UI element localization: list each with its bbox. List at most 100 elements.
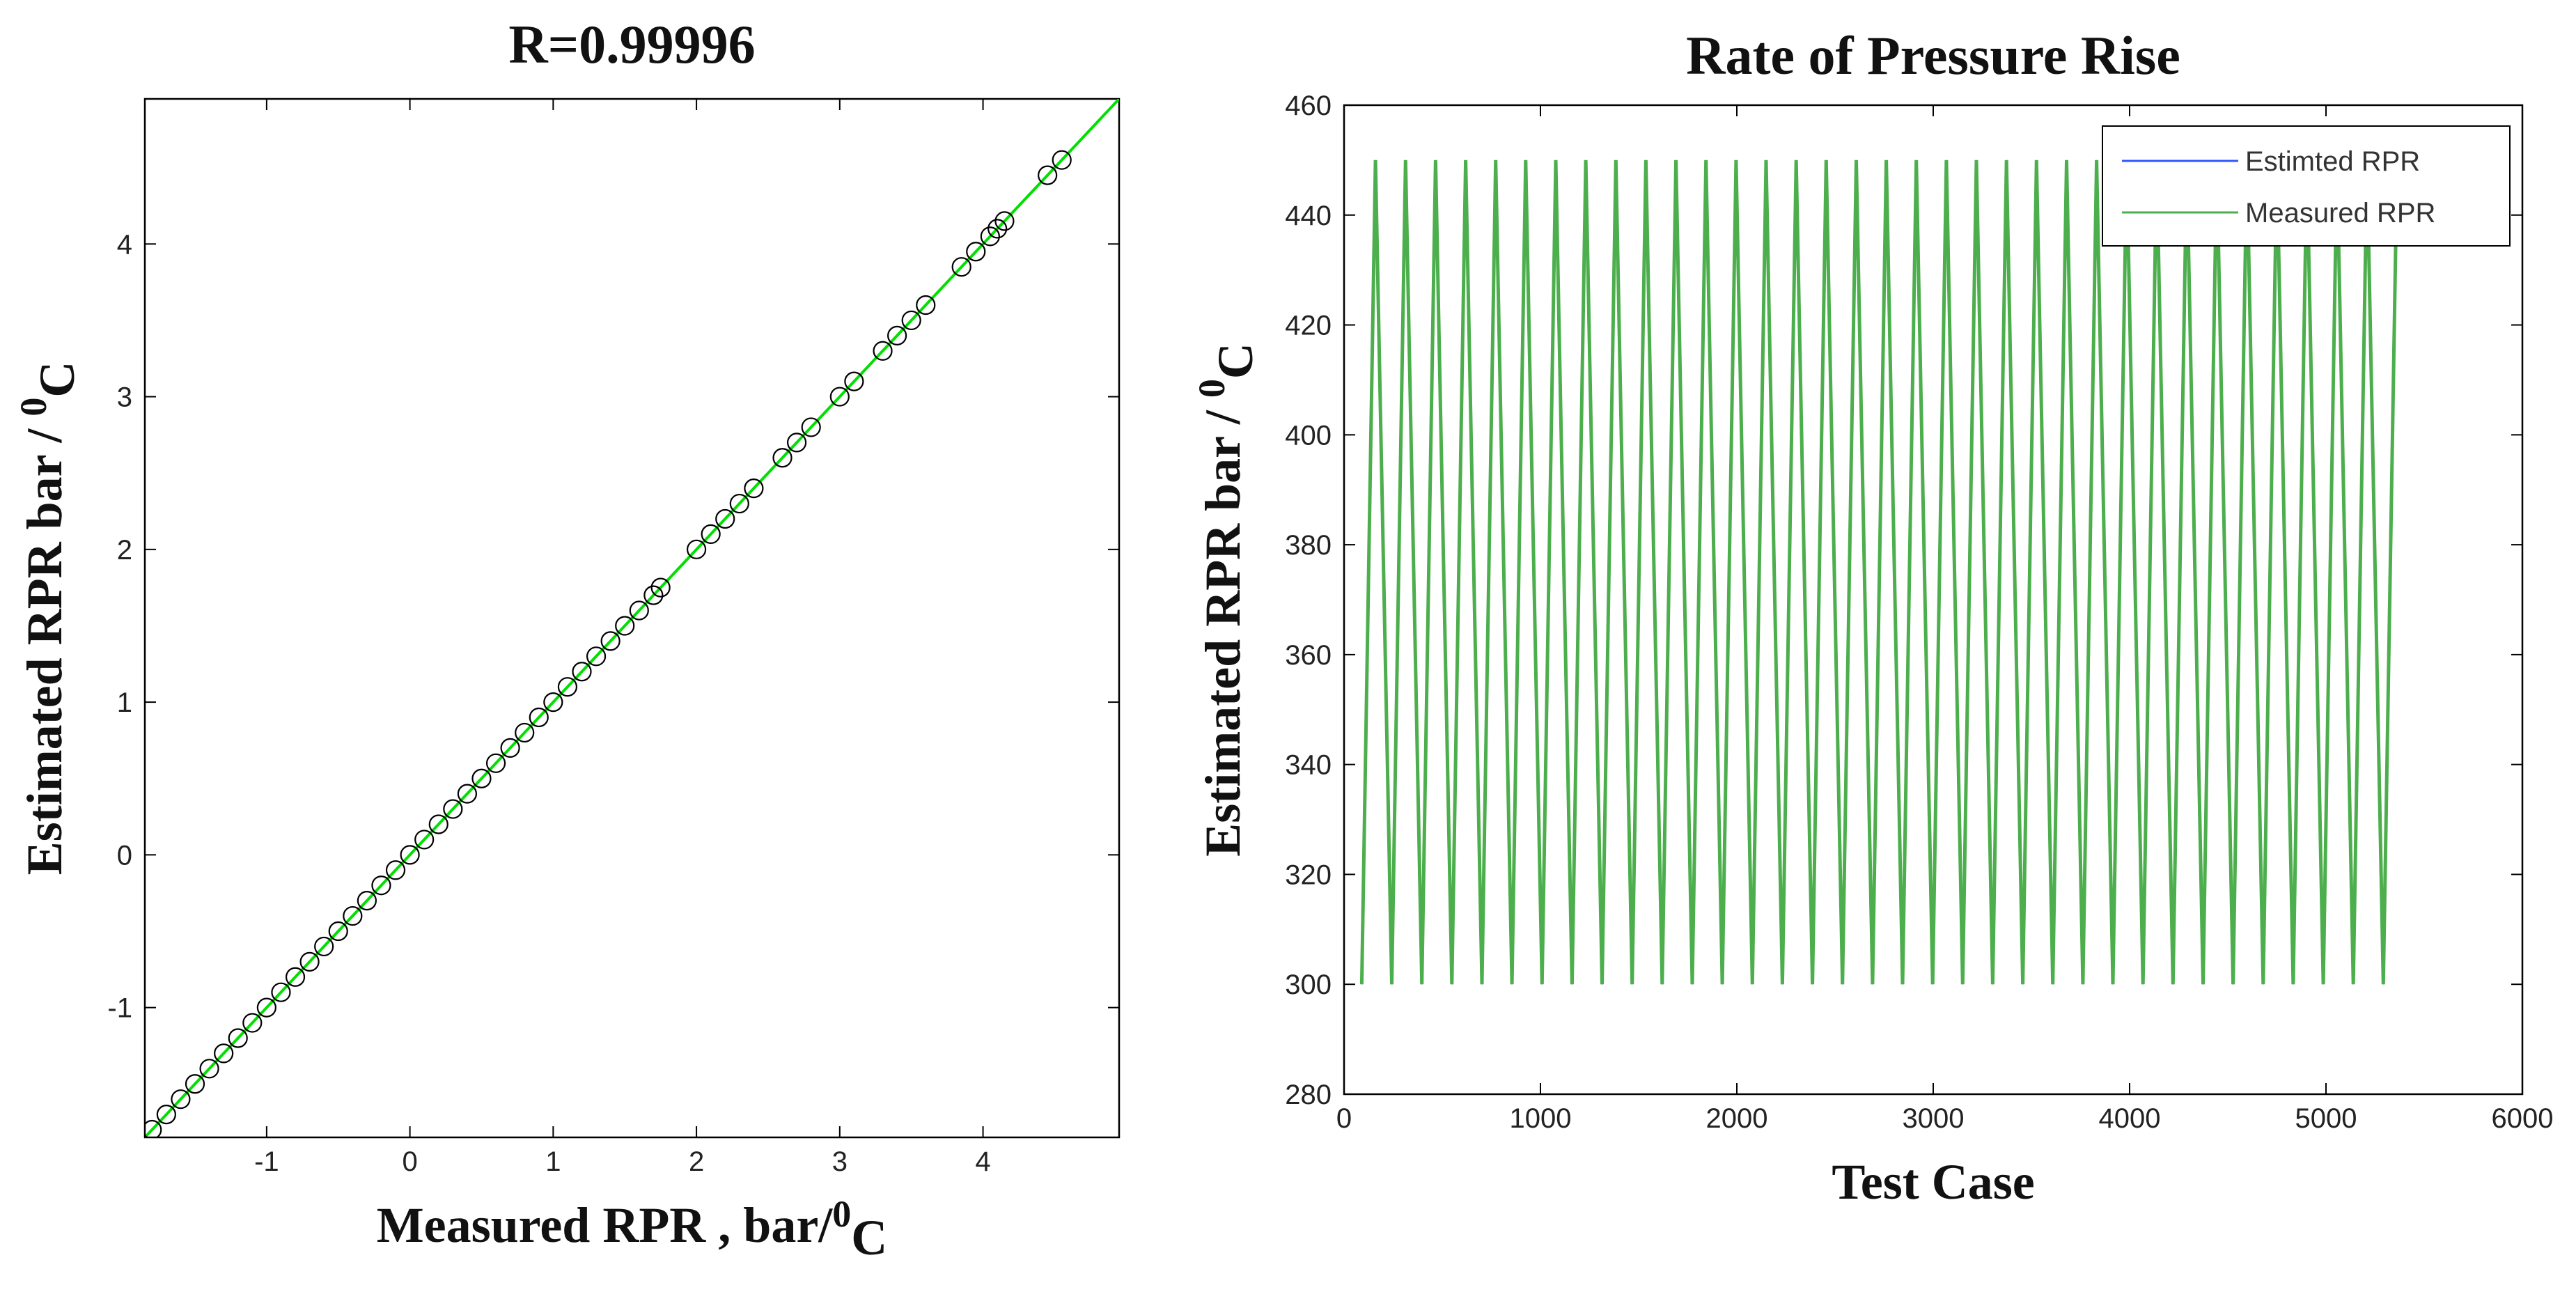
y-tick-label: 3 bbox=[117, 382, 132, 413]
scatter-point bbox=[328, 921, 348, 942]
x-tick-label: 4 bbox=[975, 1146, 990, 1177]
y-tick-label: 420 bbox=[1285, 311, 1332, 341]
scatter-point bbox=[500, 738, 520, 758]
chart: 0 1000 2000 3000 4000 5000 6000280300320340360… bbox=[1191, 25, 2553, 1210]
scatter-point bbox=[543, 692, 563, 713]
scatter-point bbox=[572, 662, 592, 682]
scatter-point bbox=[299, 951, 320, 972]
scatter-point bbox=[557, 677, 578, 697]
scatter-point bbox=[615, 616, 635, 636]
scatter-point bbox=[901, 310, 921, 331]
scatter-point bbox=[414, 830, 435, 850]
x-tick-label: 2000 bbox=[1706, 1103, 1768, 1134]
scatter-point bbox=[980, 226, 1000, 247]
label-part: C bbox=[1208, 343, 1263, 379]
x-tick-label: 0 bbox=[1336, 1103, 1352, 1134]
chart-title: Rate of Pressure Rise bbox=[1686, 25, 2180, 86]
y-tick-label: 1 bbox=[117, 687, 132, 718]
scatter-point bbox=[171, 1089, 191, 1110]
legend-box bbox=[2102, 125, 2511, 247]
scatter-point bbox=[729, 493, 749, 514]
scatter-point bbox=[951, 257, 971, 277]
x-tick-label: 3000 bbox=[1903, 1103, 1965, 1134]
y-tick-label: 0 bbox=[117, 840, 132, 871]
label-part: 0 bbox=[1191, 379, 1233, 398]
scatter-point bbox=[256, 997, 276, 1018]
label-part: Measured RPR , bar/ bbox=[377, 1197, 834, 1253]
data-line bbox=[1359, 159, 2399, 985]
x-tick-label: 6000 bbox=[2492, 1103, 2554, 1134]
scatter-point bbox=[357, 891, 377, 911]
scatter-point bbox=[887, 325, 907, 345]
scatter-point bbox=[515, 722, 535, 743]
chart: -1 0 1 2 3 4 -1 0 1 2 3 4 R=0.99996 Measured RPR , ba… bbox=[13, 14, 1121, 1266]
y-tick-label: 460 bbox=[1285, 91, 1332, 121]
x-tick-label: 0 bbox=[402, 1146, 417, 1177]
scatter-point bbox=[1038, 165, 1058, 185]
y-tick-label: 280 bbox=[1285, 1080, 1332, 1110]
scatter-point bbox=[701, 524, 721, 545]
label-part: Estimated RPR bar / bbox=[1195, 398, 1251, 857]
legend-label: Estimted RPR bbox=[2245, 146, 2420, 177]
scatter-point bbox=[242, 1013, 263, 1033]
scatter-point bbox=[529, 707, 549, 728]
scatter-point bbox=[629, 600, 649, 621]
scatter-point bbox=[199, 1059, 219, 1079]
label-part: 0 bbox=[832, 1193, 851, 1235]
x-tick-label: 4000 bbox=[2099, 1103, 2161, 1134]
y-tick-label: 2 bbox=[117, 535, 132, 566]
label-part: 0 bbox=[13, 398, 54, 417]
scatter-point bbox=[145, 1119, 162, 1137]
y-tick-label: 380 bbox=[1285, 530, 1332, 561]
plot-marks bbox=[145, 99, 1119, 1137]
scatter-point bbox=[715, 508, 735, 529]
x-axis-label: Measured RPR , bar/0C bbox=[377, 1193, 888, 1266]
label-part: C bbox=[29, 361, 85, 398]
y-tick-label: 300 bbox=[1285, 970, 1332, 1000]
scatter-point bbox=[686, 539, 707, 559]
scatter-point bbox=[428, 814, 448, 834]
scatter-point bbox=[443, 799, 463, 819]
x-axis-label: Test Case bbox=[1832, 1154, 2034, 1210]
scatter-point bbox=[801, 417, 821, 437]
scatter-point bbox=[471, 768, 492, 788]
x-tick-label: -1 bbox=[254, 1146, 279, 1177]
scatter-point bbox=[485, 753, 506, 773]
y-tick-label: 320 bbox=[1285, 859, 1332, 890]
x-tick-label: 2 bbox=[689, 1146, 704, 1177]
y-tick-label: 340 bbox=[1285, 750, 1332, 781]
label-part: Test Case bbox=[1832, 1154, 2034, 1210]
scatter-point bbox=[314, 936, 334, 957]
scatter-point bbox=[457, 784, 478, 804]
scatter-point bbox=[786, 433, 807, 453]
x-tick-label: 3 bbox=[832, 1146, 848, 1177]
x-tick-label: 1 bbox=[545, 1146, 561, 1177]
scatter-point bbox=[988, 219, 1008, 239]
y-tick-label: -1 bbox=[107, 993, 132, 1024]
plot-marks bbox=[1359, 159, 2399, 985]
scatter-point bbox=[385, 860, 406, 880]
scatter-point bbox=[994, 211, 1015, 231]
scatter-point bbox=[966, 242, 986, 262]
label-part: C bbox=[851, 1210, 887, 1266]
scatter-point bbox=[650, 577, 671, 598]
data-line bbox=[145, 99, 1119, 1137]
scatter-point bbox=[772, 448, 793, 468]
scatter-point bbox=[185, 1074, 205, 1094]
scatter-point bbox=[744, 478, 764, 499]
scatter-point bbox=[400, 845, 420, 865]
scatter-point bbox=[271, 982, 291, 1002]
scatter-point bbox=[371, 875, 391, 896]
x-tick-label: 1000 bbox=[1510, 1103, 1572, 1134]
scatter-point bbox=[844, 371, 864, 391]
scatter-point bbox=[600, 631, 620, 651]
scatter-point bbox=[228, 1028, 248, 1048]
y-tick-label: 360 bbox=[1285, 640, 1332, 671]
scatter-point bbox=[916, 295, 936, 316]
x-tick-label: 5000 bbox=[2295, 1103, 2357, 1134]
y-axis-label: Estimated RPR bar / 0C bbox=[1191, 343, 1263, 857]
scatter-point bbox=[643, 585, 664, 605]
y-tick-label: 400 bbox=[1285, 420, 1332, 451]
scatter-point bbox=[214, 1043, 234, 1064]
